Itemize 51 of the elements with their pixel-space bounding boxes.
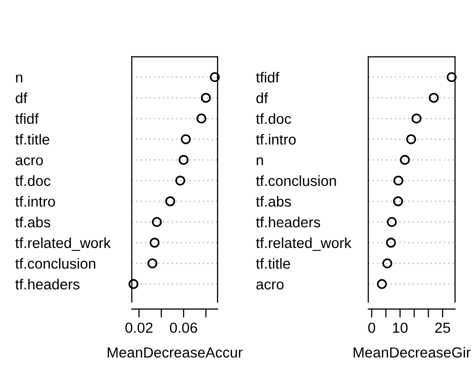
point — [175, 176, 186, 186]
point — [428, 92, 439, 103]
y-tick-label: tf.headers — [256, 216, 320, 228]
y-tick-label: tf.title — [15, 134, 50, 145]
point — [147, 258, 158, 268]
y-tick-label: tf.intro — [15, 196, 56, 207]
x-tick-label: 25 — [435, 322, 450, 333]
point — [386, 238, 396, 248]
y-tick-label: tf.conclusion — [15, 258, 96, 269]
point — [376, 279, 387, 290]
point — [446, 72, 457, 82]
y-tick-label: tf.headers — [15, 278, 80, 290]
point — [393, 176, 404, 186]
point — [178, 154, 189, 165]
y-tick-label: acro — [16, 157, 43, 166]
y-tick-label: tf.related_work — [256, 237, 352, 251]
point — [406, 134, 416, 144]
point — [196, 114, 206, 124]
x-axis-title: MeanDecreaseGir — [354, 346, 471, 358]
y-tick-label: tf.related_work — [15, 237, 111, 251]
y-tick-label: n — [16, 74, 22, 82]
y-tick-label: tf.intro — [256, 134, 296, 145]
point — [152, 216, 162, 227]
point — [165, 196, 176, 206]
point — [400, 154, 410, 165]
y-tick-label: tfidf — [15, 113, 39, 124]
point — [386, 216, 397, 227]
x-axis-title: MeanDecreaseAccur — [108, 347, 243, 358]
point — [210, 72, 220, 82]
y-tick-label: tf.doc — [15, 175, 50, 186]
x-tick-label: 0.02 — [125, 322, 152, 333]
y-tick-label: tf.title — [256, 258, 290, 269]
y-tick-label: df — [256, 92, 268, 104]
point — [393, 196, 404, 206]
point — [180, 134, 191, 144]
y-tick-label: n — [256, 157, 263, 166]
x-tick-label: 0 — [368, 322, 376, 333]
y-tick-label: tf.abs — [15, 216, 50, 228]
y-tick-label: tfidf — [256, 72, 280, 83]
y-tick-label: tf.doc — [256, 113, 292, 124]
point — [150, 238, 160, 248]
y-tick-label: df — [16, 92, 28, 104]
y-tick-label: acro — [256, 281, 284, 290]
point — [200, 92, 211, 103]
point — [382, 258, 392, 268]
point — [411, 114, 422, 124]
point — [128, 279, 138, 290]
y-tick-label: tf.abs — [256, 196, 291, 207]
x-tick-label: 10 — [393, 322, 408, 333]
x-tick-label: 0.06 — [170, 322, 198, 333]
y-tick-label: tf.conclusion — [256, 175, 336, 186]
